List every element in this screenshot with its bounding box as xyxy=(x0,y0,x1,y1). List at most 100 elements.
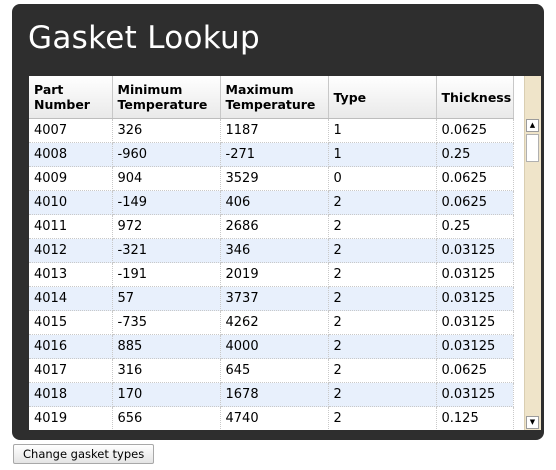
table-body: 4007 326 1187 1 0.0625 4008 -960 -271 1 0.25 4009 9… xyxy=(29,118,514,430)
table-row[interactable]: 4018 170 1678 2 0.03125 xyxy=(29,382,514,407)
column-header-label: Type xyxy=(333,89,367,105)
gasket-table-container: Part Number Minimum Temperature Maximum Tempe… xyxy=(29,76,541,430)
column-header-type[interactable]: Type xyxy=(328,76,437,119)
cell-maximum-temperature: 2019 xyxy=(220,262,329,287)
cell-maximum-temperature: 4262 xyxy=(220,310,329,335)
cell-part-number: 4016 xyxy=(29,334,113,359)
cell-part-number: 4012 xyxy=(29,238,113,263)
cell-minimum-temperature: 316 xyxy=(112,358,221,383)
scroll-thumb[interactable] xyxy=(526,134,539,162)
table-row[interactable]: 4008 -960 -271 1 0.25 xyxy=(29,142,514,167)
column-header-maximum-temperature[interactable]: Maximum Temperature xyxy=(220,76,329,119)
table-row[interactable]: 4013 -191 2019 2 0.03125 xyxy=(29,262,514,287)
table-row[interactable]: 4011 972 2686 2 0.25 xyxy=(29,214,514,239)
cell-thickness: 0.125 xyxy=(436,406,514,430)
column-header-label: Maximum xyxy=(225,82,294,97)
cell-maximum-temperature: 346 xyxy=(220,238,329,263)
cell-maximum-temperature: 1678 xyxy=(220,382,329,407)
cell-thickness: 0.0625 xyxy=(436,166,514,191)
cell-type: 1 xyxy=(328,142,437,167)
cell-minimum-temperature: 904 xyxy=(112,166,221,191)
cell-minimum-temperature: -735 xyxy=(112,310,221,335)
change-gasket-types-button[interactable]: Change gasket types xyxy=(13,444,155,464)
cell-part-number: 4015 xyxy=(29,310,113,335)
cell-type: 0 xyxy=(328,166,437,191)
cell-thickness: 0.0625 xyxy=(436,358,514,383)
cell-type: 2 xyxy=(328,190,437,215)
table-header: Part Number Minimum Temperature Maximum Tempe… xyxy=(29,76,514,119)
column-header-part-number[interactable]: Part Number xyxy=(29,76,113,119)
cell-maximum-temperature: 3737 xyxy=(220,286,329,311)
gasket-lookup-panel: Gasket Lookup Part Number Minimum Temperatu… xyxy=(12,4,544,440)
cell-maximum-temperature: 406 xyxy=(220,190,329,215)
cell-type: 2 xyxy=(328,214,437,239)
column-header-label: Temperature xyxy=(225,97,316,112)
column-header-label: Minimum xyxy=(117,82,183,97)
cell-minimum-temperature: 885 xyxy=(112,334,221,359)
cell-part-number: 4010 xyxy=(29,190,113,215)
cell-maximum-temperature: 645 xyxy=(220,358,329,383)
cell-type: 1 xyxy=(328,118,437,143)
cell-maximum-temperature: 3529 xyxy=(220,166,329,191)
column-header-minimum-temperature[interactable]: Minimum Temperature xyxy=(112,76,221,119)
cell-maximum-temperature: -271 xyxy=(220,142,329,167)
table-row[interactable]: 4007 326 1187 1 0.0625 xyxy=(29,118,514,143)
table-row[interactable]: 4010 -149 406 2 0.0625 xyxy=(29,190,514,215)
cell-minimum-temperature: -321 xyxy=(112,238,221,263)
cell-part-number: 4007 xyxy=(29,118,113,143)
vertical-scrollbar[interactable]: ▲ ▼ xyxy=(524,76,541,430)
cell-part-number: 4009 xyxy=(29,166,113,191)
cell-thickness: 0.03125 xyxy=(436,286,514,311)
cell-type: 2 xyxy=(328,310,437,335)
cell-thickness: 0.03125 xyxy=(436,310,514,335)
cell-maximum-temperature: 2686 xyxy=(220,214,329,239)
cell-thickness: 0.25 xyxy=(436,142,514,167)
cell-part-number: 4013 xyxy=(29,262,113,287)
cell-part-number: 4019 xyxy=(29,406,113,430)
cell-thickness: 0.0625 xyxy=(436,118,514,143)
cell-type: 2 xyxy=(328,286,437,311)
cell-minimum-temperature: 972 xyxy=(112,214,221,239)
gasket-table: Part Number Minimum Temperature Maximum Tempe… xyxy=(29,76,514,430)
cell-thickness: 0.0625 xyxy=(436,190,514,215)
cell-type: 2 xyxy=(328,382,437,407)
cell-type: 2 xyxy=(328,238,437,263)
column-header-label: Part xyxy=(34,82,64,97)
cell-thickness: 0.03125 xyxy=(436,382,514,407)
table-row[interactable]: 4017 316 645 2 0.0625 xyxy=(29,358,514,383)
cell-part-number: 4017 xyxy=(29,358,113,383)
column-header-thickness[interactable]: Thickness xyxy=(436,76,514,119)
cell-type: 2 xyxy=(328,406,437,430)
cell-type: 2 xyxy=(328,262,437,287)
table-row[interactable]: 4009 904 3529 0 0.0625 xyxy=(29,166,514,191)
cell-maximum-temperature: 4740 xyxy=(220,406,329,430)
cell-minimum-temperature: 656 xyxy=(112,406,221,430)
cell-part-number: 4011 xyxy=(29,214,113,239)
scroll-down-arrow-icon[interactable]: ▼ xyxy=(526,416,539,429)
cell-minimum-temperature: 170 xyxy=(112,382,221,407)
cell-part-number: 4008 xyxy=(29,142,113,167)
cell-minimum-temperature: -960 xyxy=(112,142,221,167)
column-header-label: Thickness xyxy=(441,89,512,105)
cell-thickness: 0.25 xyxy=(436,214,514,239)
page-title: Gasket Lookup xyxy=(28,20,260,56)
table-row[interactable]: 4016 885 4000 2 0.03125 xyxy=(29,334,514,359)
table-row[interactable]: 4014 57 3737 2 0.03125 xyxy=(29,286,514,311)
cell-part-number: 4014 xyxy=(29,286,113,311)
scroll-up-arrow-icon[interactable]: ▲ xyxy=(526,119,539,132)
cell-thickness: 0.03125 xyxy=(436,334,514,359)
column-header-label: Number xyxy=(34,97,90,112)
table-row[interactable]: 4015 -735 4262 2 0.03125 xyxy=(29,310,514,335)
table-row[interactable]: 4012 -321 346 2 0.03125 xyxy=(29,238,514,263)
cell-minimum-temperature: -149 xyxy=(112,190,221,215)
table-row[interactable]: 4019 656 4740 2 0.125 xyxy=(29,406,514,430)
cell-maximum-temperature: 1187 xyxy=(220,118,329,143)
cell-thickness: 0.03125 xyxy=(436,262,514,287)
cell-minimum-temperature: -191 xyxy=(112,262,221,287)
cell-type: 2 xyxy=(328,358,437,383)
cell-part-number: 4018 xyxy=(29,382,113,407)
cell-type: 2 xyxy=(328,334,437,359)
cell-thickness: 0.03125 xyxy=(436,238,514,263)
cell-minimum-temperature: 57 xyxy=(112,286,221,311)
column-header-label: Temperature xyxy=(117,97,208,112)
